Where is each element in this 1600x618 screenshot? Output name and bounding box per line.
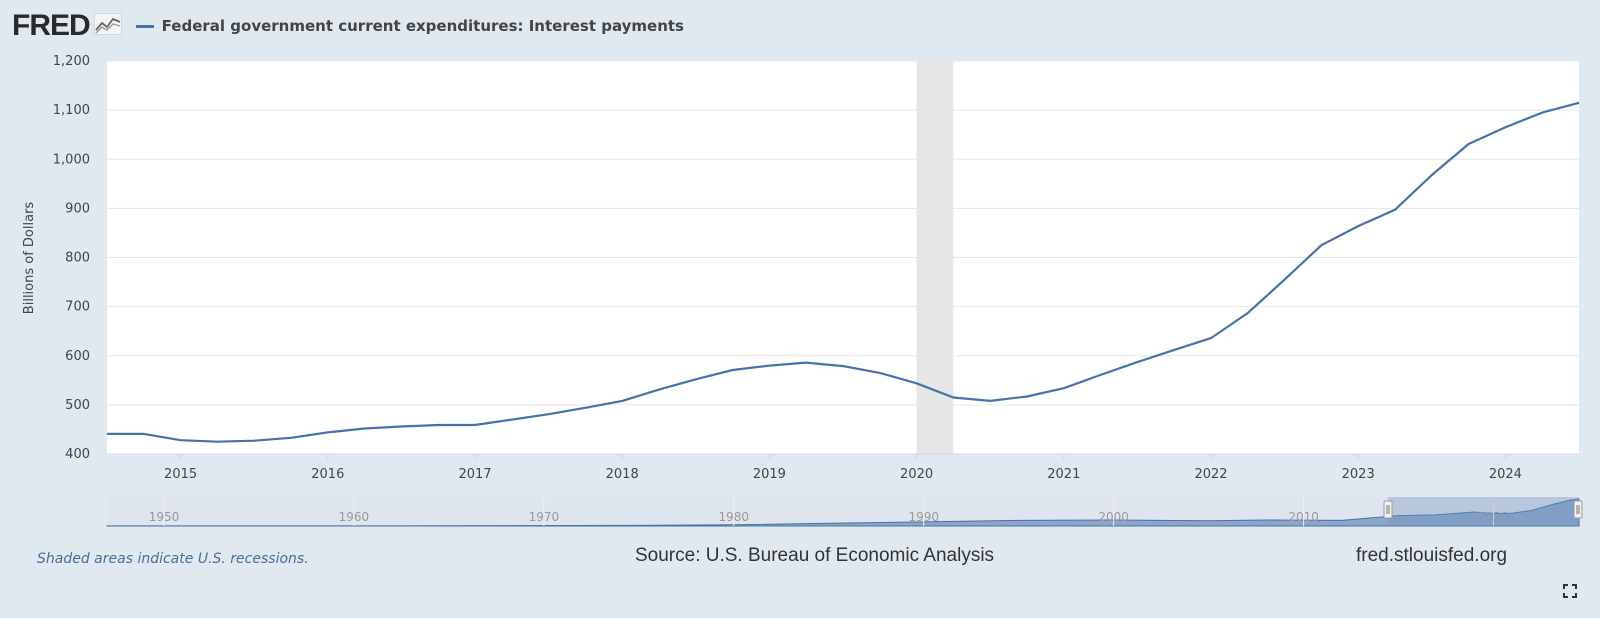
x-tick-label: 2024 bbox=[1489, 467, 1522, 482]
y-tick-label: 1,200 bbox=[53, 54, 90, 69]
series-line[interactable] bbox=[107, 101, 1580, 443]
y-tick-label: 1,100 bbox=[53, 103, 90, 118]
x-tick-label: 2021 bbox=[1047, 467, 1080, 482]
navigator-handle-left[interactable] bbox=[1383, 500, 1393, 519]
data-point[interactable] bbox=[435, 422, 441, 428]
data-point[interactable] bbox=[1466, 141, 1472, 147]
data-point[interactable] bbox=[1502, 124, 1508, 130]
navigator-tick-label: 2010 bbox=[1288, 510, 1319, 524]
data-point[interactable] bbox=[619, 398, 625, 404]
data-point[interactable] bbox=[1318, 242, 1324, 248]
data-point[interactable] bbox=[214, 439, 220, 445]
source-label: Source: U.S. Bureau of Economic Analysis bbox=[635, 545, 995, 566]
data-point[interactable] bbox=[251, 438, 257, 444]
y-tick-label: 600 bbox=[65, 349, 90, 364]
site-label[interactable]: fred.stlouisfed.org bbox=[1356, 545, 1508, 566]
data-point[interactable] bbox=[1245, 310, 1251, 316]
data-point[interactable] bbox=[1061, 385, 1067, 391]
gridlines bbox=[107, 60, 1579, 455]
navigator-tick-label: 1980 bbox=[719, 510, 750, 524]
navigator-tick-label: 1970 bbox=[529, 510, 560, 524]
x-tick-label: 2015 bbox=[164, 467, 197, 482]
data-point[interactable] bbox=[766, 363, 772, 369]
x-tick-label: 2016 bbox=[311, 467, 344, 482]
data-point[interactable] bbox=[803, 360, 809, 366]
data-point[interactable] bbox=[1429, 172, 1435, 178]
y-tick-label: 500 bbox=[65, 398, 90, 413]
data-point[interactable] bbox=[104, 431, 110, 437]
navigator-tick-label: 1990 bbox=[908, 510, 939, 524]
x-tick-label: 2017 bbox=[458, 467, 491, 482]
y-tick-label: 400 bbox=[65, 447, 90, 462]
recession-note: Shaded areas indicate U.S. recessions. bbox=[37, 551, 309, 567]
x-tick-label: 2023 bbox=[1342, 467, 1375, 482]
data-point[interactable] bbox=[1208, 335, 1214, 341]
data-point[interactable] bbox=[1282, 277, 1288, 283]
fullscreen-icon[interactable] bbox=[1563, 583, 1577, 598]
navigator-handle-right[interactable] bbox=[1573, 500, 1583, 519]
data-point[interactable] bbox=[914, 380, 920, 386]
data-point[interactable] bbox=[656, 387, 662, 393]
data-point[interactable] bbox=[178, 437, 184, 443]
data-point[interactable] bbox=[987, 398, 993, 404]
navigator[interactable]: 1950 1960 1970 1980 1990 2000 2010 2020 bbox=[106, 497, 1583, 527]
data-point[interactable] bbox=[877, 370, 883, 376]
data-point[interactable] bbox=[1098, 372, 1104, 378]
x-tick-label: 2022 bbox=[1194, 467, 1227, 482]
data-point[interactable] bbox=[1392, 207, 1398, 213]
y-tick-label: 900 bbox=[65, 201, 90, 216]
navigator-tick-label: 1950 bbox=[149, 510, 180, 524]
x-tick-label: 2019 bbox=[753, 467, 786, 482]
data-point[interactable] bbox=[288, 435, 294, 441]
data-point[interactable] bbox=[1024, 394, 1030, 400]
data-point[interactable] bbox=[398, 423, 404, 429]
data-point[interactable] bbox=[1576, 100, 1582, 106]
data-point[interactable] bbox=[509, 417, 515, 423]
header: FRED Federal government current expendit… bbox=[12, 10, 684, 42]
data-point[interactable] bbox=[1171, 347, 1177, 353]
legend-label: Federal government current expenditures:… bbox=[161, 17, 684, 35]
navigator-tick-label: 1960 bbox=[339, 510, 370, 524]
chart-graph-icon bbox=[93, 12, 123, 39]
y-tick-label: 700 bbox=[65, 300, 90, 315]
data-point[interactable] bbox=[582, 405, 588, 411]
data-point[interactable] bbox=[325, 429, 331, 435]
data-point[interactable] bbox=[1134, 359, 1140, 365]
navigator-ticks: 1950 1960 1970 1980 1990 2000 2010 2020 bbox=[149, 497, 1509, 526]
y-tick-label: 1,000 bbox=[53, 152, 90, 167]
x-tick-label: 2018 bbox=[606, 467, 639, 482]
data-point[interactable] bbox=[840, 363, 846, 369]
fred-logo[interactable]: FRED bbox=[12, 9, 91, 42]
y-tick-label: 800 bbox=[65, 251, 90, 266]
x-tick-label: 2020 bbox=[900, 467, 933, 482]
data-point[interactable] bbox=[693, 376, 699, 382]
data-point[interactable] bbox=[362, 425, 368, 431]
navigator-selection[interactable] bbox=[1388, 497, 1579, 526]
legend[interactable]: Federal government current expenditures:… bbox=[135, 17, 684, 35]
data-point[interactable] bbox=[472, 422, 478, 428]
y-axis-ticks: 400 500 600 700 800 900 1,000 1,100 1,200 bbox=[53, 54, 90, 462]
y-axis-label: Billions of Dollars bbox=[22, 202, 37, 315]
data-point[interactable] bbox=[546, 411, 552, 417]
x-axis-ticks: 2015 2016 2017 2018 2019 2020 2021 2022 2023 2024 bbox=[164, 454, 1522, 482]
legend-swatch bbox=[135, 24, 154, 28]
navigator-tick-label: 2000 bbox=[1098, 510, 1129, 524]
data-point[interactable] bbox=[1355, 223, 1361, 229]
data-point[interactable] bbox=[730, 367, 736, 373]
data-point[interactable] bbox=[141, 431, 147, 437]
data-point[interactable] bbox=[1539, 110, 1545, 116]
data-point[interactable] bbox=[950, 395, 956, 401]
navigator-tick-label: 2020 bbox=[1478, 510, 1509, 524]
